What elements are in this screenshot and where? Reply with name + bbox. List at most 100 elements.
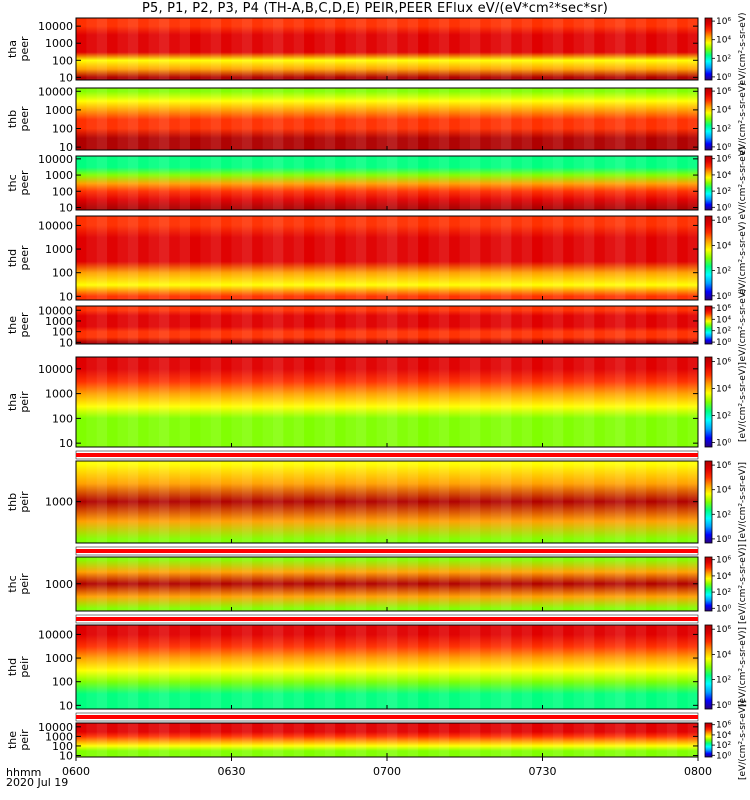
- texture-stripe: [635, 357, 647, 447]
- texture-stripe: [345, 216, 356, 300]
- texture-stripe: [604, 461, 616, 543]
- colorbar-thb-peir: 10⁰ 10² 10⁴ 10⁶ [eV/(cm²-s-sr-eV)]: [704, 460, 748, 545]
- texture-stripe: [428, 723, 439, 757]
- texture-stripe: [615, 156, 626, 210]
- texture-stripe: [355, 557, 367, 611]
- texture-stripe: [469, 625, 481, 709]
- texture-stripe: [480, 357, 490, 447]
- texture-stripe: [324, 557, 336, 611]
- texture-stripe: [127, 216, 139, 300]
- texture-stripe: [438, 723, 450, 757]
- y-axis-label: the: [6, 316, 19, 334]
- texture-stripe: [314, 216, 325, 300]
- spectrogram-the-peer: [76, 306, 698, 344]
- texture-stripe: [272, 216, 284, 300]
- texture-stripe: [449, 723, 459, 757]
- texture-stripe: [480, 18, 490, 80]
- texture-stripe: [376, 557, 387, 611]
- colorbar-tick-label: 10⁴: [716, 572, 731, 582]
- texture-stripe: [179, 306, 191, 344]
- texture-stripe: [687, 216, 698, 300]
- texture-stripe: [148, 88, 159, 150]
- texture-stripe: [677, 723, 687, 757]
- texture-stripe: [200, 18, 211, 80]
- texture-stripe: [583, 18, 595, 80]
- texture-stripe: [469, 723, 481, 757]
- texture-stripe: [615, 723, 626, 757]
- texture-stripe: [355, 216, 367, 300]
- texture-stripe: [563, 357, 573, 447]
- texture-stripe: [221, 306, 231, 344]
- texture-stripe: [283, 461, 293, 543]
- texture-stripe: [355, 88, 367, 150]
- texture-stripe: [179, 156, 191, 210]
- y-axis-label: thb: [6, 110, 19, 128]
- texture-stripe: [324, 216, 336, 300]
- texture-stripe: [314, 625, 325, 709]
- texture-stripe: [96, 557, 108, 611]
- texture-stripe: [241, 357, 253, 447]
- texture-stripe: [200, 625, 211, 709]
- texture-stripe: [480, 723, 490, 757]
- colorbar-tick-label: 10⁴: [716, 486, 731, 496]
- texture-stripe: [604, 306, 616, 344]
- texture-stripe: [366, 357, 376, 447]
- texture-stripe: [635, 557, 647, 611]
- texture-stripe: [231, 306, 242, 344]
- texture-stripe: [148, 557, 159, 611]
- texture-stripe: [501, 357, 512, 447]
- texture-stripe: [469, 461, 481, 543]
- texture-stripe: [210, 306, 222, 344]
- texture-stripe: [625, 216, 635, 300]
- texture-stripe: [635, 306, 647, 344]
- texture-stripe: [355, 357, 367, 447]
- texture-stripe: [656, 156, 667, 210]
- texture-stripe: [397, 18, 407, 80]
- texture-stripe: [117, 156, 128, 210]
- texture-stripe: [666, 625, 678, 709]
- x-tick-label: 0630: [218, 765, 246, 778]
- texture-stripe: [107, 306, 117, 344]
- texture-stripe: [293, 557, 305, 611]
- texture-stripe: [583, 216, 595, 300]
- texture-stripe: [252, 88, 262, 150]
- colorbar-gradient: [704, 556, 713, 612]
- separator-red-line: [76, 549, 698, 553]
- texture-stripe: [117, 557, 128, 611]
- texture-stripe: [345, 625, 356, 709]
- texture-stripe: [272, 18, 284, 80]
- texture-stripe: [86, 216, 97, 300]
- texture-stripe: [241, 156, 253, 210]
- colorbar-tick-label: 10²: [716, 676, 731, 686]
- texture-stripe: [387, 156, 398, 210]
- texture-stripe: [615, 88, 626, 150]
- y-tick-label: 1000: [45, 169, 73, 182]
- texture-stripe: [449, 88, 459, 150]
- texture-stripe: [252, 723, 262, 757]
- texture-stripe: [687, 557, 698, 611]
- spectrogram-thc-peer: [76, 156, 698, 210]
- colorbar-tick-label: 10⁰: [716, 338, 731, 348]
- texture-stripe: [366, 461, 376, 543]
- texture-stripe: [594, 216, 604, 300]
- y-tick-label: 10000: [38, 628, 73, 641]
- texture-stripe: [86, 306, 97, 344]
- y-tick-label: 1000: [45, 104, 73, 117]
- texture-stripe: [521, 723, 533, 757]
- texture-stripe: [107, 723, 117, 757]
- texture-stripe: [221, 625, 231, 709]
- colorbar-label: eV/(cm²-s-sr-eV): [738, 12, 748, 85]
- texture-stripe: [563, 625, 573, 709]
- texture-stripe: [594, 88, 604, 150]
- texture-stripe: [96, 216, 108, 300]
- y-axis-label: thc: [6, 575, 19, 592]
- texture-stripe: [241, 216, 253, 300]
- texture-stripe: [158, 557, 170, 611]
- colorbar-gradient: [704, 460, 713, 544]
- texture-stripe: [231, 461, 242, 543]
- texture-stripe: [387, 18, 398, 80]
- colorbar-gradient: [704, 87, 713, 151]
- x-tick-label: 0600: [62, 765, 90, 778]
- texture-stripe: [366, 18, 376, 80]
